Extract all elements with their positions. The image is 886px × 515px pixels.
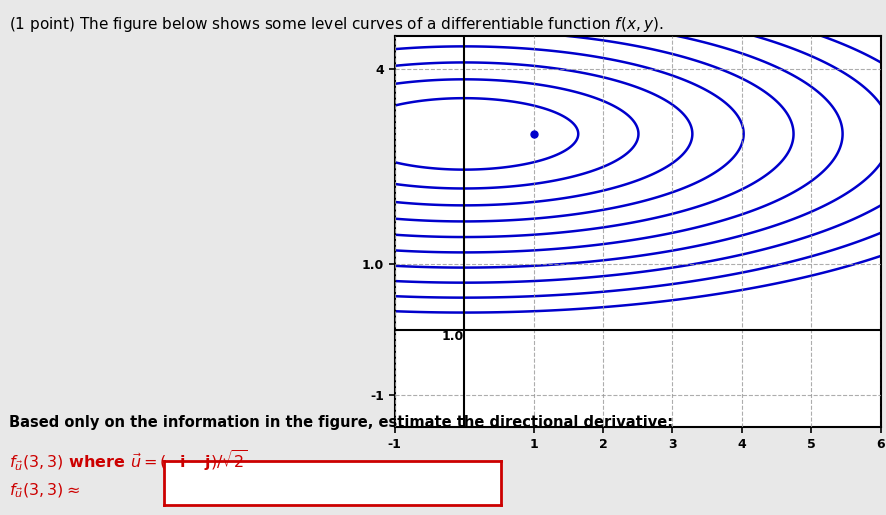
Text: 1.0: 1.0 [441, 330, 463, 342]
Text: Based only on the information in the figure, estimate the directional derivative: Based only on the information in the fig… [9, 415, 672, 430]
Text: $f_{\vec{u}}(3, 3)$ where $\vec{u} = (-\mathbf{i} - \mathbf{j})/\sqrt{2}$: $f_{\vec{u}}(3, 3)$ where $\vec{u} = (-\… [9, 448, 247, 473]
Text: (1 point) The figure below shows some level curves of a differentiable function : (1 point) The figure below shows some le… [9, 15, 663, 35]
Text: $f_{\vec{u}}(3, 3) \approx$: $f_{\vec{u}}(3, 3) \approx$ [9, 482, 80, 500]
